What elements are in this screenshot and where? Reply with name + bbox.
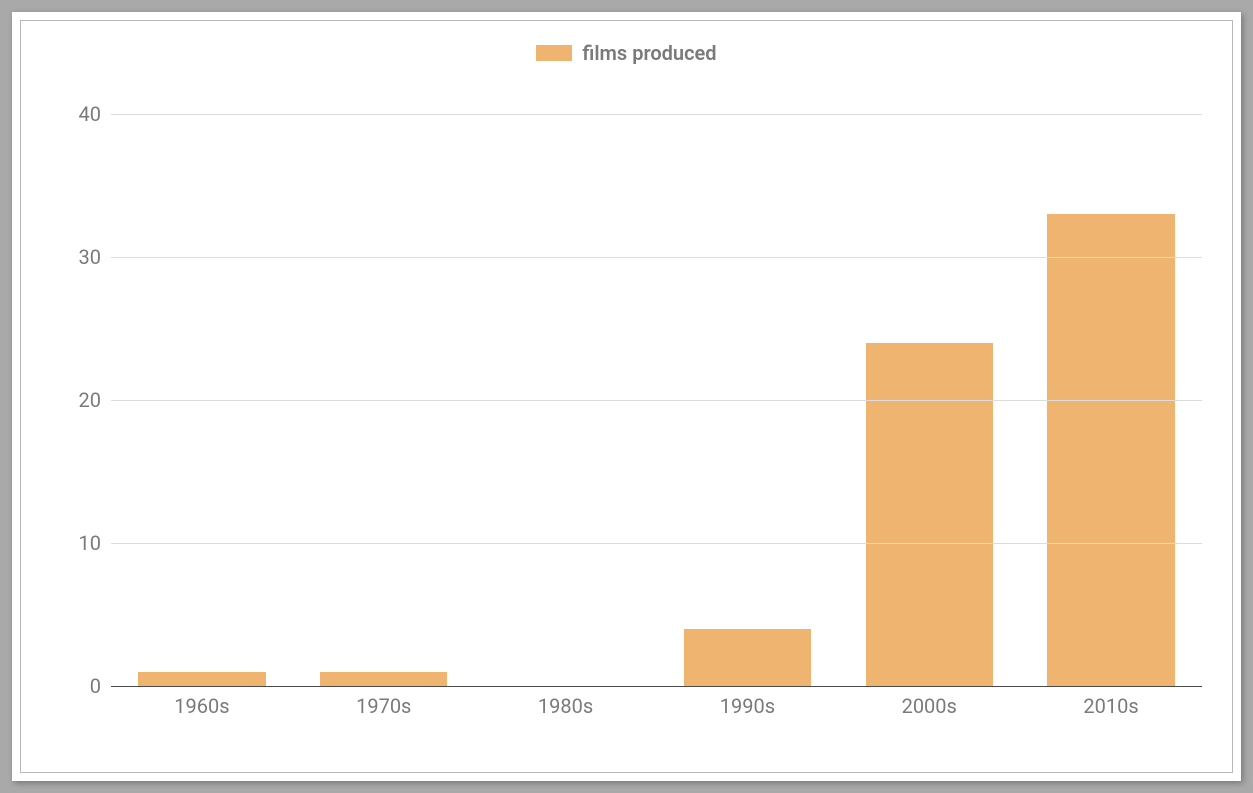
chart-legend: films produced xyxy=(51,41,1202,65)
x-tick-label: 1970s xyxy=(293,686,475,726)
bar-slot xyxy=(111,85,293,686)
bar-slot xyxy=(293,85,475,686)
legend-swatch-icon xyxy=(536,45,572,61)
x-tick-label: 1960s xyxy=(111,686,293,726)
y-axis: 010203040 xyxy=(51,85,111,686)
x-tick-label: 2000s xyxy=(838,686,1020,726)
legend-label: films produced xyxy=(582,41,716,65)
x-tick-label: 1990s xyxy=(656,686,838,726)
bar xyxy=(684,629,811,686)
chart-inner-frame: films produced 0 10 20 30 40 1960s1970s1980s… xyxy=(20,20,1233,773)
bar-slot xyxy=(475,85,657,686)
chart-outer-frame: films produced 0 10 20 30 40 1960s1970s1980s… xyxy=(12,12,1241,781)
bar xyxy=(1047,214,1174,686)
bar-slot xyxy=(1020,85,1202,686)
y-tick-label: 0 xyxy=(90,674,101,698)
gridline xyxy=(111,257,1202,258)
bar-slot xyxy=(656,85,838,686)
x-axis: 1960s1970s1980s1990s2000s2010s xyxy=(111,686,1202,726)
gridline xyxy=(111,114,1202,115)
gridline xyxy=(111,543,1202,544)
y-tick-label: 40 xyxy=(79,102,101,126)
y-tick-label: 10 xyxy=(79,531,101,555)
bar xyxy=(320,672,447,686)
y-tick-label: 30 xyxy=(79,245,101,269)
bars-container xyxy=(111,85,1202,686)
y-tick-label: 20 xyxy=(79,388,101,412)
x-tick-label: 1980s xyxy=(475,686,657,726)
gridline xyxy=(111,400,1202,401)
bar xyxy=(138,672,265,686)
plot-region xyxy=(111,85,1202,686)
chart-area: 0 10 20 30 40 1960s1970s1980s1990s2000s2010s xyxy=(51,85,1202,726)
x-tick-label: 2010s xyxy=(1020,686,1202,726)
bar-slot xyxy=(838,85,1020,686)
bar xyxy=(866,343,993,686)
